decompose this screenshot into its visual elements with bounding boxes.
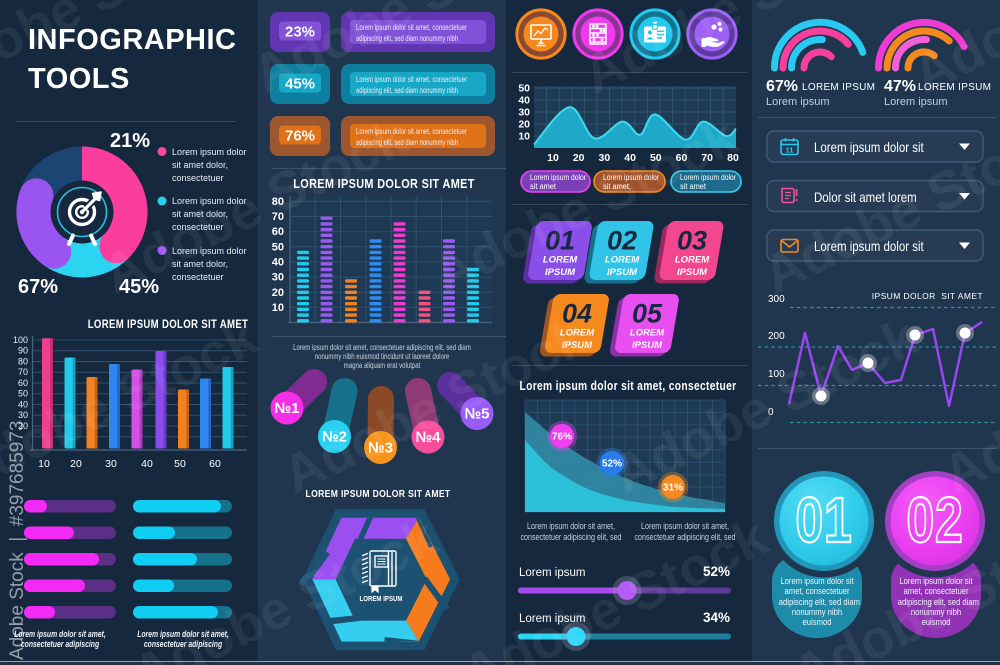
svg-text:10: 10 — [272, 302, 284, 314]
svg-text:IPSUM: IPSUM — [632, 340, 663, 351]
svg-text:Lorem ipsum dolor sit amet, co: Lorem ipsum dolor sit amet, consectetuer — [356, 75, 467, 84]
svg-text:11: 11 — [786, 146, 794, 155]
svg-text:03: 03 — [677, 226, 707, 256]
svg-text:10: 10 — [38, 458, 50, 470]
svg-text:04: 04 — [562, 299, 592, 329]
svg-text:70: 70 — [701, 152, 713, 164]
svg-text:01: 01 — [545, 226, 575, 256]
svg-text:40: 40 — [272, 257, 284, 269]
svg-text:Lorem ipsum dolor sit amet, co: Lorem ipsum dolor sit amet, consectetuer — [356, 23, 467, 32]
svg-text:60: 60 — [18, 378, 28, 388]
svg-text:40: 40 — [141, 458, 153, 470]
svg-text:IPSUM: IPSUM — [607, 267, 638, 278]
svg-text:№3: №3 — [368, 440, 393, 457]
svg-text:20: 20 — [272, 287, 284, 299]
svg-text:80: 80 — [18, 357, 28, 367]
svg-text:60: 60 — [272, 226, 284, 238]
svg-text:05: 05 — [632, 299, 663, 329]
svg-text:IPSUM: IPSUM — [677, 267, 708, 278]
svg-text:20: 20 — [518, 119, 530, 131]
svg-text:70: 70 — [18, 367, 28, 377]
svg-text:40: 40 — [518, 95, 530, 107]
svg-text:20: 20 — [18, 421, 28, 431]
svg-text:80: 80 — [272, 196, 284, 208]
svg-text:adipiscing elit, sed diam nonu: adipiscing elit, sed diam nonummy nibh — [356, 138, 458, 147]
svg-text:30: 30 — [272, 272, 284, 284]
svg-text:30: 30 — [105, 458, 117, 470]
svg-text:20: 20 — [70, 458, 82, 470]
svg-text:100: 100 — [13, 335, 28, 345]
svg-text:LOREM: LOREM — [675, 255, 710, 266]
svg-text:20: 20 — [573, 152, 585, 164]
svg-text:23%: 23% — [285, 24, 315, 41]
svg-text:30: 30 — [18, 410, 28, 420]
svg-text:№4: №4 — [415, 429, 441, 446]
svg-text:40: 40 — [624, 152, 636, 164]
svg-text:60: 60 — [676, 152, 688, 164]
svg-text:50: 50 — [272, 241, 284, 253]
svg-text:40: 40 — [18, 400, 28, 410]
svg-text:Lorem ipsum dolor: Lorem ipsum dolor — [530, 173, 586, 182]
svg-text:sit amet: sit amet — [680, 182, 707, 191]
svg-text:adipiscing elit, sed diam nonu: adipiscing elit, sed diam nonummy nibh — [356, 86, 458, 95]
svg-text:Lorem ipsum dolor: Lorem ipsum dolor — [680, 173, 736, 182]
svg-text:50: 50 — [18, 389, 28, 399]
svg-text:50: 50 — [518, 83, 530, 95]
svg-text:60: 60 — [209, 458, 221, 470]
svg-text:10: 10 — [547, 152, 559, 164]
svg-text:LOREM: LOREM — [560, 328, 595, 339]
svg-text:90: 90 — [18, 346, 28, 356]
svg-text:76%: 76% — [552, 432, 572, 443]
svg-text:№1: №1 — [274, 400, 299, 417]
svg-text:LOREM: LOREM — [630, 328, 665, 339]
svg-text:sit amet: sit amet — [530, 182, 557, 191]
svg-text:LOREM: LOREM — [605, 255, 640, 266]
svg-text:80: 80 — [727, 152, 739, 164]
svg-text:02: 02 — [607, 226, 637, 256]
svg-text:45%: 45% — [285, 76, 315, 93]
svg-text:50: 50 — [174, 458, 186, 470]
svg-text:30: 30 — [518, 107, 530, 119]
svg-text:50: 50 — [650, 152, 662, 164]
svg-text:76%: 76% — [285, 128, 315, 145]
svg-text:Lorem ipsum dolor: Lorem ipsum dolor — [603, 173, 659, 182]
svg-text:№5: №5 — [464, 406, 489, 423]
svg-text:№2: №2 — [322, 429, 347, 446]
svg-text:10: 10 — [518, 131, 530, 143]
svg-text:70: 70 — [272, 211, 284, 223]
svg-text:30: 30 — [599, 152, 611, 164]
svg-text:LOREM IPSUM: LOREM IPSUM — [360, 596, 403, 603]
svg-text:IPSUM: IPSUM — [545, 267, 576, 278]
svg-text:IPSUM: IPSUM — [562, 340, 593, 351]
svg-text:sit amet,: sit amet, — [603, 182, 631, 191]
svg-text:52%: 52% — [602, 459, 622, 470]
svg-text:LOREM: LOREM — [543, 255, 578, 266]
svg-text:adipiscing elit, sed diam nonu: adipiscing elit, sed diam nonummy nibh — [356, 34, 458, 43]
svg-text:31%: 31% — [663, 483, 683, 494]
svg-text:Lorem ipsum dolor sit amet, co: Lorem ipsum dolor sit amet, consectetuer — [356, 127, 467, 136]
